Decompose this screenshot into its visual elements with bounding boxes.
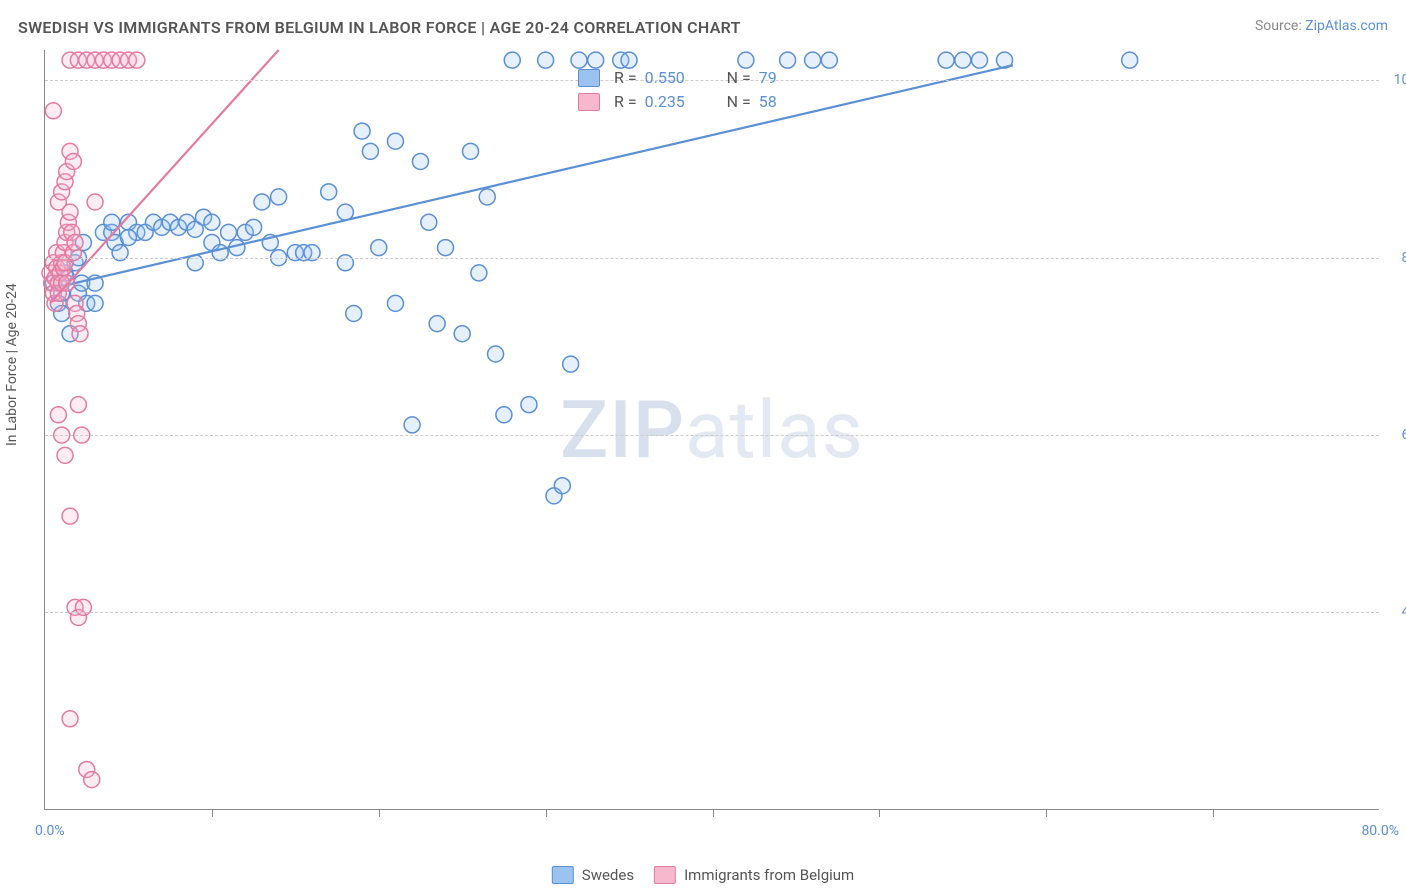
x-tick: [212, 809, 213, 817]
x-axis-min-label: 0.0%: [35, 823, 65, 839]
n-value: 58: [759, 90, 777, 114]
gridline: [45, 612, 1379, 613]
n-value: 79: [759, 66, 777, 90]
gridline: [45, 258, 1379, 259]
data-point: [129, 52, 145, 68]
legend-item[interactable]: Immigrants from Belgium: [654, 866, 854, 884]
x-tick: [713, 809, 714, 817]
data-point: [412, 153, 428, 169]
data-point: [62, 711, 78, 727]
source-label: Source:: [1255, 18, 1305, 34]
source-attribution: Source: ZipAtlas.com: [1255, 18, 1388, 34]
x-tick: [546, 809, 547, 817]
data-point: [72, 326, 88, 342]
data-point: [1122, 52, 1138, 68]
data-point: [87, 194, 103, 210]
data-point: [246, 219, 262, 235]
data-point: [387, 295, 403, 311]
n-label: N =: [727, 90, 751, 114]
legend-swatch: [654, 866, 676, 884]
data-point: [805, 52, 821, 68]
data-point: [429, 316, 445, 332]
data-point: [57, 447, 73, 463]
x-tick: [1213, 809, 1214, 817]
legend-stats-row: R = 0.235 N = 58: [578, 90, 777, 114]
data-point: [354, 123, 370, 139]
legend-stats-row: R = 0.550 N = 79: [578, 66, 777, 90]
trend-line: [50, 50, 279, 303]
y-tick-label: 47.5%: [1401, 604, 1406, 620]
y-tick-label: 65.0%: [1401, 427, 1406, 443]
legend-swatch: [578, 93, 600, 111]
data-point: [438, 240, 454, 256]
data-point: [84, 772, 100, 788]
r-value: 0.235: [645, 90, 705, 114]
data-point: [955, 52, 971, 68]
data-point: [563, 356, 579, 372]
data-point: [50, 407, 66, 423]
data-point: [362, 143, 378, 159]
x-tick: [879, 809, 880, 817]
data-point: [521, 397, 537, 413]
legend-swatch: [578, 69, 600, 87]
legend-swatch: [552, 866, 574, 884]
x-tick: [379, 809, 380, 817]
data-point: [65, 153, 81, 169]
correlation-legend: R = 0.550 N = 79 R = 0.235 N = 58: [570, 62, 785, 118]
data-point: [271, 189, 287, 205]
data-point: [87, 295, 103, 311]
y-axis-title: In Labor Force | Age 20-24: [4, 283, 20, 446]
n-label: N =: [727, 66, 751, 90]
data-point: [421, 214, 437, 230]
gridline: [45, 435, 1379, 436]
y-tick-label: 100.0%: [1394, 72, 1406, 88]
data-point: [254, 194, 270, 210]
data-point: [404, 417, 420, 433]
chart-title: SWEDISH VS IMMIGRANTS FROM BELGIUM IN LA…: [18, 18, 741, 37]
data-point: [938, 52, 954, 68]
data-point: [346, 305, 362, 321]
data-point: [463, 143, 479, 159]
data-point: [221, 224, 237, 240]
r-label: R =: [614, 90, 637, 114]
data-point: [479, 189, 495, 205]
data-point: [504, 52, 520, 68]
data-point: [554, 478, 570, 494]
data-point: [471, 265, 487, 281]
x-tick: [1046, 809, 1047, 817]
r-value: 0.550: [645, 66, 705, 90]
source-name[interactable]: ZipAtlas.com: [1305, 18, 1388, 34]
y-tick-label: 82.5%: [1401, 250, 1406, 266]
data-point: [972, 52, 988, 68]
data-point: [488, 346, 504, 362]
x-axis-max-label: 80.0%: [1361, 823, 1399, 839]
legend-item[interactable]: Swedes: [552, 866, 634, 884]
trend-line: [53, 65, 1013, 288]
series-legend: Swedes Immigrants from Belgium: [552, 866, 854, 884]
data-point: [321, 184, 337, 200]
data-point: [70, 397, 86, 413]
data-point: [454, 326, 470, 342]
data-point: [821, 52, 837, 68]
data-point: [67, 235, 83, 251]
data-point: [538, 52, 554, 68]
data-point: [204, 214, 220, 230]
data-point: [371, 240, 387, 256]
data-point: [45, 103, 61, 119]
data-point: [496, 407, 512, 423]
plot-area: ZIPatlas 0.0% 80.0% 47.5%65.0%82.5%100.0…: [44, 50, 1379, 810]
data-point: [62, 508, 78, 524]
legend-label: Immigrants from Belgium: [684, 866, 854, 884]
data-point: [337, 204, 353, 220]
r-label: R =: [614, 66, 637, 90]
legend-label: Swedes: [582, 866, 634, 884]
scatter-svg: [45, 50, 1379, 809]
data-point: [387, 133, 403, 149]
data-point: [120, 229, 136, 245]
